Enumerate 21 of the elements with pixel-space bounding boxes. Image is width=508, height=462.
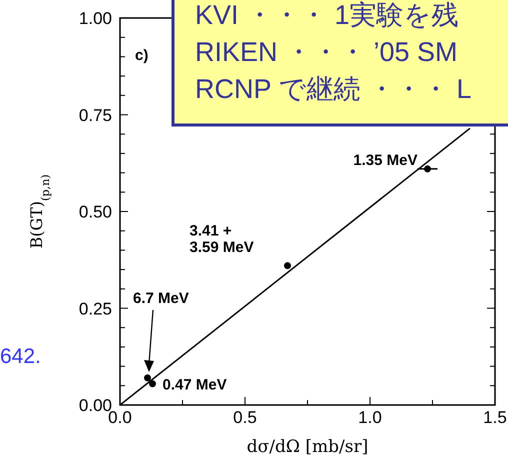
x-axis-title: dσ/dΩ [mb/sr] bbox=[246, 437, 368, 457]
x-tick-label: 1.0 bbox=[358, 408, 382, 427]
annotation: 0.47 MeV bbox=[162, 376, 227, 394]
annotation: 3.41 + 3.59 MeV bbox=[190, 222, 254, 256]
point bbox=[284, 262, 291, 270]
point bbox=[149, 380, 156, 388]
annotation: 1.35 MeV bbox=[353, 152, 418, 169]
annotation: 6.7 MeV bbox=[133, 290, 189, 307]
y-tick-label: 1.00 bbox=[78, 9, 112, 28]
point bbox=[424, 165, 431, 172]
text: 642. bbox=[0, 345, 41, 368]
annotation: c) bbox=[135, 47, 148, 64]
annotation: RCNP で継続 ・・・ L bbox=[195, 74, 472, 104]
point bbox=[144, 374, 151, 382]
annotation: KVI ・・・ 1実験を残 bbox=[195, 0, 459, 30]
x-tick-label: 1.5 bbox=[483, 408, 507, 427]
annotation: RIKEN ・・・ ’05 SM bbox=[195, 37, 458, 67]
y-tick-label: 0.25 bbox=[78, 299, 112, 318]
y-tick-label: 0.50 bbox=[78, 202, 112, 222]
y-tick-label: 0.75 bbox=[78, 106, 112, 125]
x-tick-label: 0.5 bbox=[233, 408, 257, 427]
